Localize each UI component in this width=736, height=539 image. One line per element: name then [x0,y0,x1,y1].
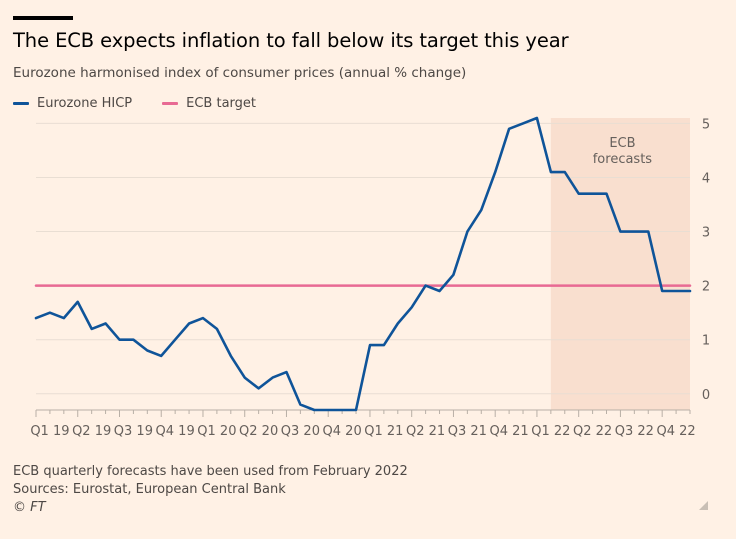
y-tick-label: 0 [702,388,710,403]
footnote: ECB quarterly forecasts have been used f… [13,464,408,479]
y-tick-label: 4 [702,171,710,186]
forecast-label: forecasts [593,152,653,167]
legend-item-hicp: Eurozone HICP [13,96,132,111]
credit: © FT [13,500,46,515]
legend-swatch-hicp [13,102,29,105]
brand-bar [13,16,73,20]
y-tick-label: 5 [702,117,710,132]
legend-item-target: ECB target [162,96,256,111]
x-tick-label: Q2 22 [573,424,612,439]
x-tick-label: Q3 19 [114,424,153,439]
x-tick-label: Q2 21 [406,424,445,439]
x-tick-label: Q1 19 [30,424,69,439]
x-tick-label: Q2 20 [239,424,278,439]
x-tick-label: Q4 19 [156,424,195,439]
y-tick-label: 1 [702,334,710,349]
sources: Sources: Eurostat, European Central Bank [13,482,286,497]
chart-title: The ECB expects inflation to fall below … [13,29,569,52]
chart-subtitle: Eurozone harmonised index of consumer pr… [13,65,467,81]
y-tick-label: 3 [702,226,710,241]
x-tick-label: Q2 19 [72,424,111,439]
x-tick-label: Q3 20 [281,424,320,439]
forecast-label: ECB [609,136,635,151]
series-line-hicp [34,116,692,412]
x-tick-label: Q1 21 [364,424,403,439]
x-tick-label: Q1 20 [197,424,236,439]
legend-swatch-target [162,102,179,105]
resize-corner-icon [699,501,708,510]
x-tick-label: Q3 22 [615,424,654,439]
legend: Eurozone HICP ECB target [13,96,256,111]
x-tick-label: Q4 22 [656,424,695,439]
legend-label-hicp: Eurozone HICP [37,96,133,111]
x-tick-label: Q4 20 [323,424,362,439]
x-tick-label: Q1 22 [531,424,570,439]
y-tick-label: 2 [702,280,710,295]
forecast-band [550,118,690,410]
x-tick-label: Q4 21 [490,424,529,439]
x-tick-label: Q3 21 [448,424,487,439]
legend-label-target: ECB target [186,96,257,111]
